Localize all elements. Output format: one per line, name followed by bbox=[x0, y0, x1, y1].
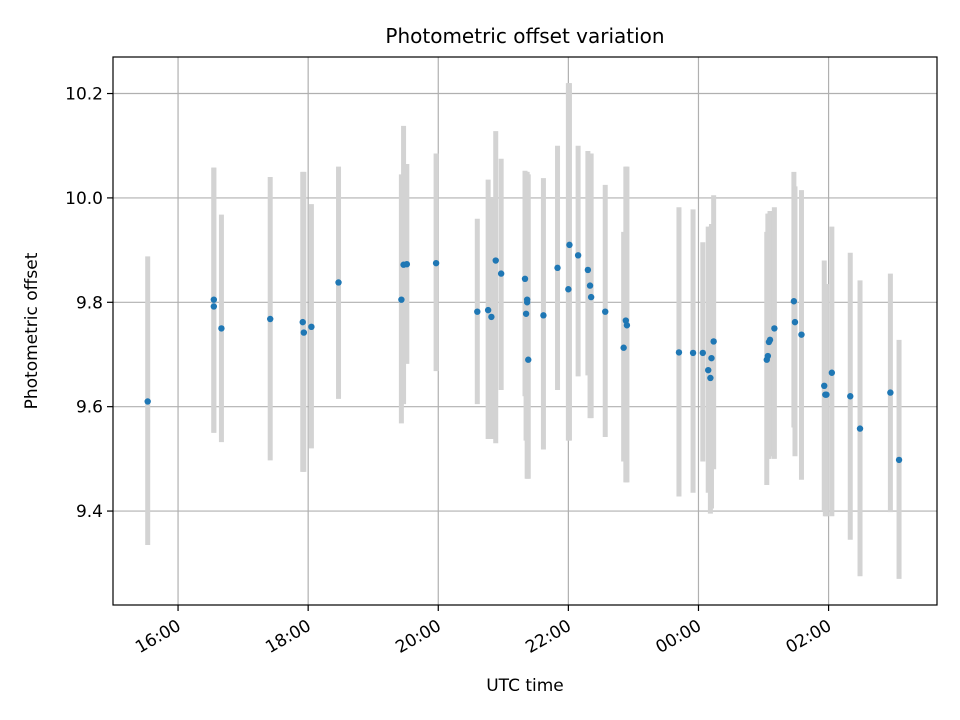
data-point bbox=[699, 349, 707, 357]
data-point bbox=[565, 286, 572, 293]
y-tick-label: 10.2 bbox=[65, 85, 103, 105]
y-tick-label: 9.4 bbox=[76, 502, 103, 522]
data-point bbox=[308, 323, 315, 331]
data-point bbox=[587, 293, 595, 301]
data-point bbox=[708, 354, 715, 362]
data-point bbox=[484, 306, 492, 314]
data-point bbox=[144, 398, 151, 405]
data-point bbox=[403, 260, 411, 268]
data-point bbox=[790, 298, 798, 305]
data-point bbox=[522, 310, 530, 317]
y-tick-label: 10.0 bbox=[65, 189, 103, 209]
data-point bbox=[210, 296, 218, 303]
data-point bbox=[620, 344, 627, 351]
data-point bbox=[623, 322, 631, 329]
chart-title: Photometric offset variation bbox=[385, 24, 664, 48]
data-point bbox=[584, 266, 592, 274]
x-axis-label: UTC time bbox=[486, 676, 564, 696]
data-point bbox=[335, 279, 342, 286]
data-point bbox=[798, 331, 805, 338]
data-point bbox=[218, 325, 225, 332]
data-point bbox=[488, 313, 495, 321]
data-point bbox=[521, 275, 529, 283]
data-point bbox=[689, 349, 697, 357]
plot-area-frame bbox=[112, 56, 938, 606]
data-point bbox=[432, 259, 440, 267]
data-point bbox=[823, 391, 830, 398]
data-point bbox=[791, 318, 799, 326]
data-point bbox=[771, 325, 778, 332]
y-axis-label: Photometric offset bbox=[22, 252, 42, 409]
y-tick-label: 9.8 bbox=[76, 293, 103, 313]
data-point bbox=[764, 352, 772, 360]
data-point bbox=[300, 329, 308, 336]
data-point bbox=[525, 356, 532, 363]
data-point bbox=[766, 336, 774, 344]
data-point bbox=[540, 312, 547, 319]
data-point bbox=[586, 282, 594, 289]
data-point bbox=[707, 374, 714, 382]
data-point bbox=[887, 389, 894, 396]
data-point bbox=[710, 338, 717, 345]
data-point bbox=[267, 315, 274, 323]
data-point bbox=[828, 369, 836, 376]
data-points bbox=[144, 241, 903, 464]
data-point bbox=[497, 270, 505, 277]
data-point bbox=[821, 382, 828, 389]
y-tick-label: 9.6 bbox=[76, 398, 103, 418]
data-point bbox=[602, 308, 609, 315]
data-point bbox=[210, 303, 218, 310]
data-point bbox=[705, 366, 712, 374]
data-point bbox=[895, 456, 903, 464]
data-point bbox=[523, 296, 531, 303]
data-point bbox=[856, 425, 864, 432]
data-point bbox=[675, 349, 683, 356]
data-point bbox=[492, 257, 499, 264]
data-point bbox=[554, 264, 561, 272]
data-point bbox=[847, 393, 854, 400]
data-point bbox=[398, 296, 405, 303]
data-point bbox=[299, 318, 306, 326]
data-point bbox=[566, 241, 573, 249]
data-point bbox=[474, 308, 481, 315]
data-point bbox=[574, 252, 582, 259]
